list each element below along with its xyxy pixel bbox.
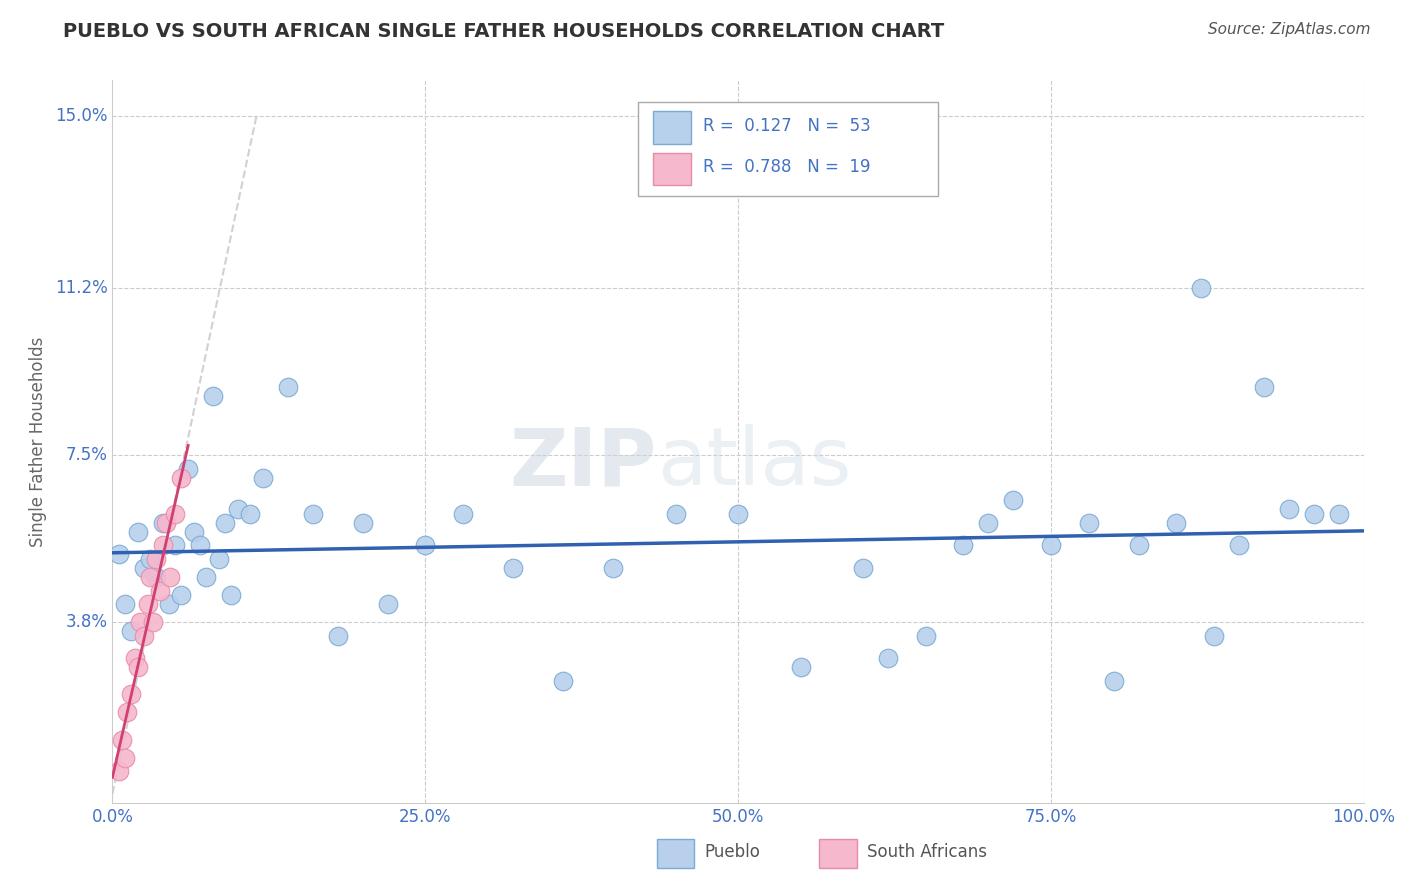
Point <box>157 597 180 611</box>
Point <box>790 660 813 674</box>
Point <box>952 538 974 552</box>
Point <box>977 516 1000 530</box>
Bar <box>652 112 690 144</box>
Point <box>326 629 349 643</box>
Point <box>252 470 274 484</box>
Point <box>1202 629 1225 643</box>
Point <box>155 516 177 530</box>
Point <box>201 389 224 403</box>
Point <box>170 588 193 602</box>
Point <box>107 764 129 779</box>
Bar <box>657 838 695 868</box>
Bar <box>820 838 858 868</box>
Point <box>170 470 193 484</box>
Text: atlas: atlas <box>657 425 851 502</box>
Point <box>195 570 218 584</box>
Point <box>377 597 399 611</box>
Point <box>145 552 167 566</box>
Point <box>1327 507 1350 521</box>
Point <box>124 651 146 665</box>
Point <box>152 516 174 530</box>
Text: R =  0.788   N =  19: R = 0.788 N = 19 <box>703 158 870 176</box>
Text: ZIP: ZIP <box>509 425 657 502</box>
Point <box>141 615 163 630</box>
Point <box>132 561 155 575</box>
Point <box>1302 507 1324 521</box>
Text: Pueblo: Pueblo <box>704 843 761 861</box>
Point <box>136 597 159 611</box>
Point <box>1039 538 1063 552</box>
Point <box>1077 516 1099 530</box>
Point <box>301 507 323 521</box>
Point <box>120 687 142 701</box>
FancyBboxPatch shape <box>638 102 938 196</box>
Point <box>188 538 211 552</box>
Point <box>139 552 162 566</box>
Point <box>120 624 142 639</box>
Point <box>139 570 162 584</box>
Text: South Africans: South Africans <box>868 843 987 861</box>
Point <box>163 538 186 552</box>
Point <box>221 588 243 602</box>
Point <box>852 561 875 575</box>
Point <box>239 507 262 521</box>
Point <box>1164 516 1187 530</box>
Point <box>152 538 174 552</box>
Text: R =  0.127   N =  53: R = 0.127 N = 53 <box>703 117 870 135</box>
Point <box>226 502 249 516</box>
Point <box>1128 538 1150 552</box>
Text: Source: ZipAtlas.com: Source: ZipAtlas.com <box>1208 22 1371 37</box>
Point <box>159 570 181 584</box>
Point <box>107 548 129 562</box>
Point <box>1189 281 1212 295</box>
Point <box>183 524 205 539</box>
Point <box>352 516 374 530</box>
Point <box>602 561 624 575</box>
Text: PUEBLO VS SOUTH AFRICAN SINGLE FATHER HOUSEHOLDS CORRELATION CHART: PUEBLO VS SOUTH AFRICAN SINGLE FATHER HO… <box>63 22 945 41</box>
Point <box>1253 380 1275 394</box>
Point <box>915 629 938 643</box>
Point <box>127 524 149 539</box>
Y-axis label: Single Father Households: Single Father Households <box>28 336 46 547</box>
Point <box>277 380 299 394</box>
Point <box>1102 673 1125 688</box>
Point <box>111 732 134 747</box>
Bar <box>652 153 690 185</box>
Point <box>727 507 749 521</box>
Point <box>163 507 186 521</box>
Point <box>1002 493 1025 508</box>
Point <box>502 561 524 575</box>
Point <box>149 583 172 598</box>
Point <box>208 552 231 566</box>
Point <box>1278 502 1301 516</box>
Point <box>114 597 136 611</box>
Point <box>176 461 198 475</box>
Point <box>214 516 236 530</box>
Point <box>413 538 436 552</box>
Point <box>551 673 574 688</box>
Point <box>117 706 139 720</box>
Point <box>127 660 149 674</box>
Point <box>114 750 136 764</box>
Point <box>664 507 686 521</box>
Point <box>1227 538 1250 552</box>
Point <box>129 615 152 630</box>
Point <box>877 651 900 665</box>
Point <box>132 629 155 643</box>
Point <box>451 507 474 521</box>
Point <box>145 570 167 584</box>
